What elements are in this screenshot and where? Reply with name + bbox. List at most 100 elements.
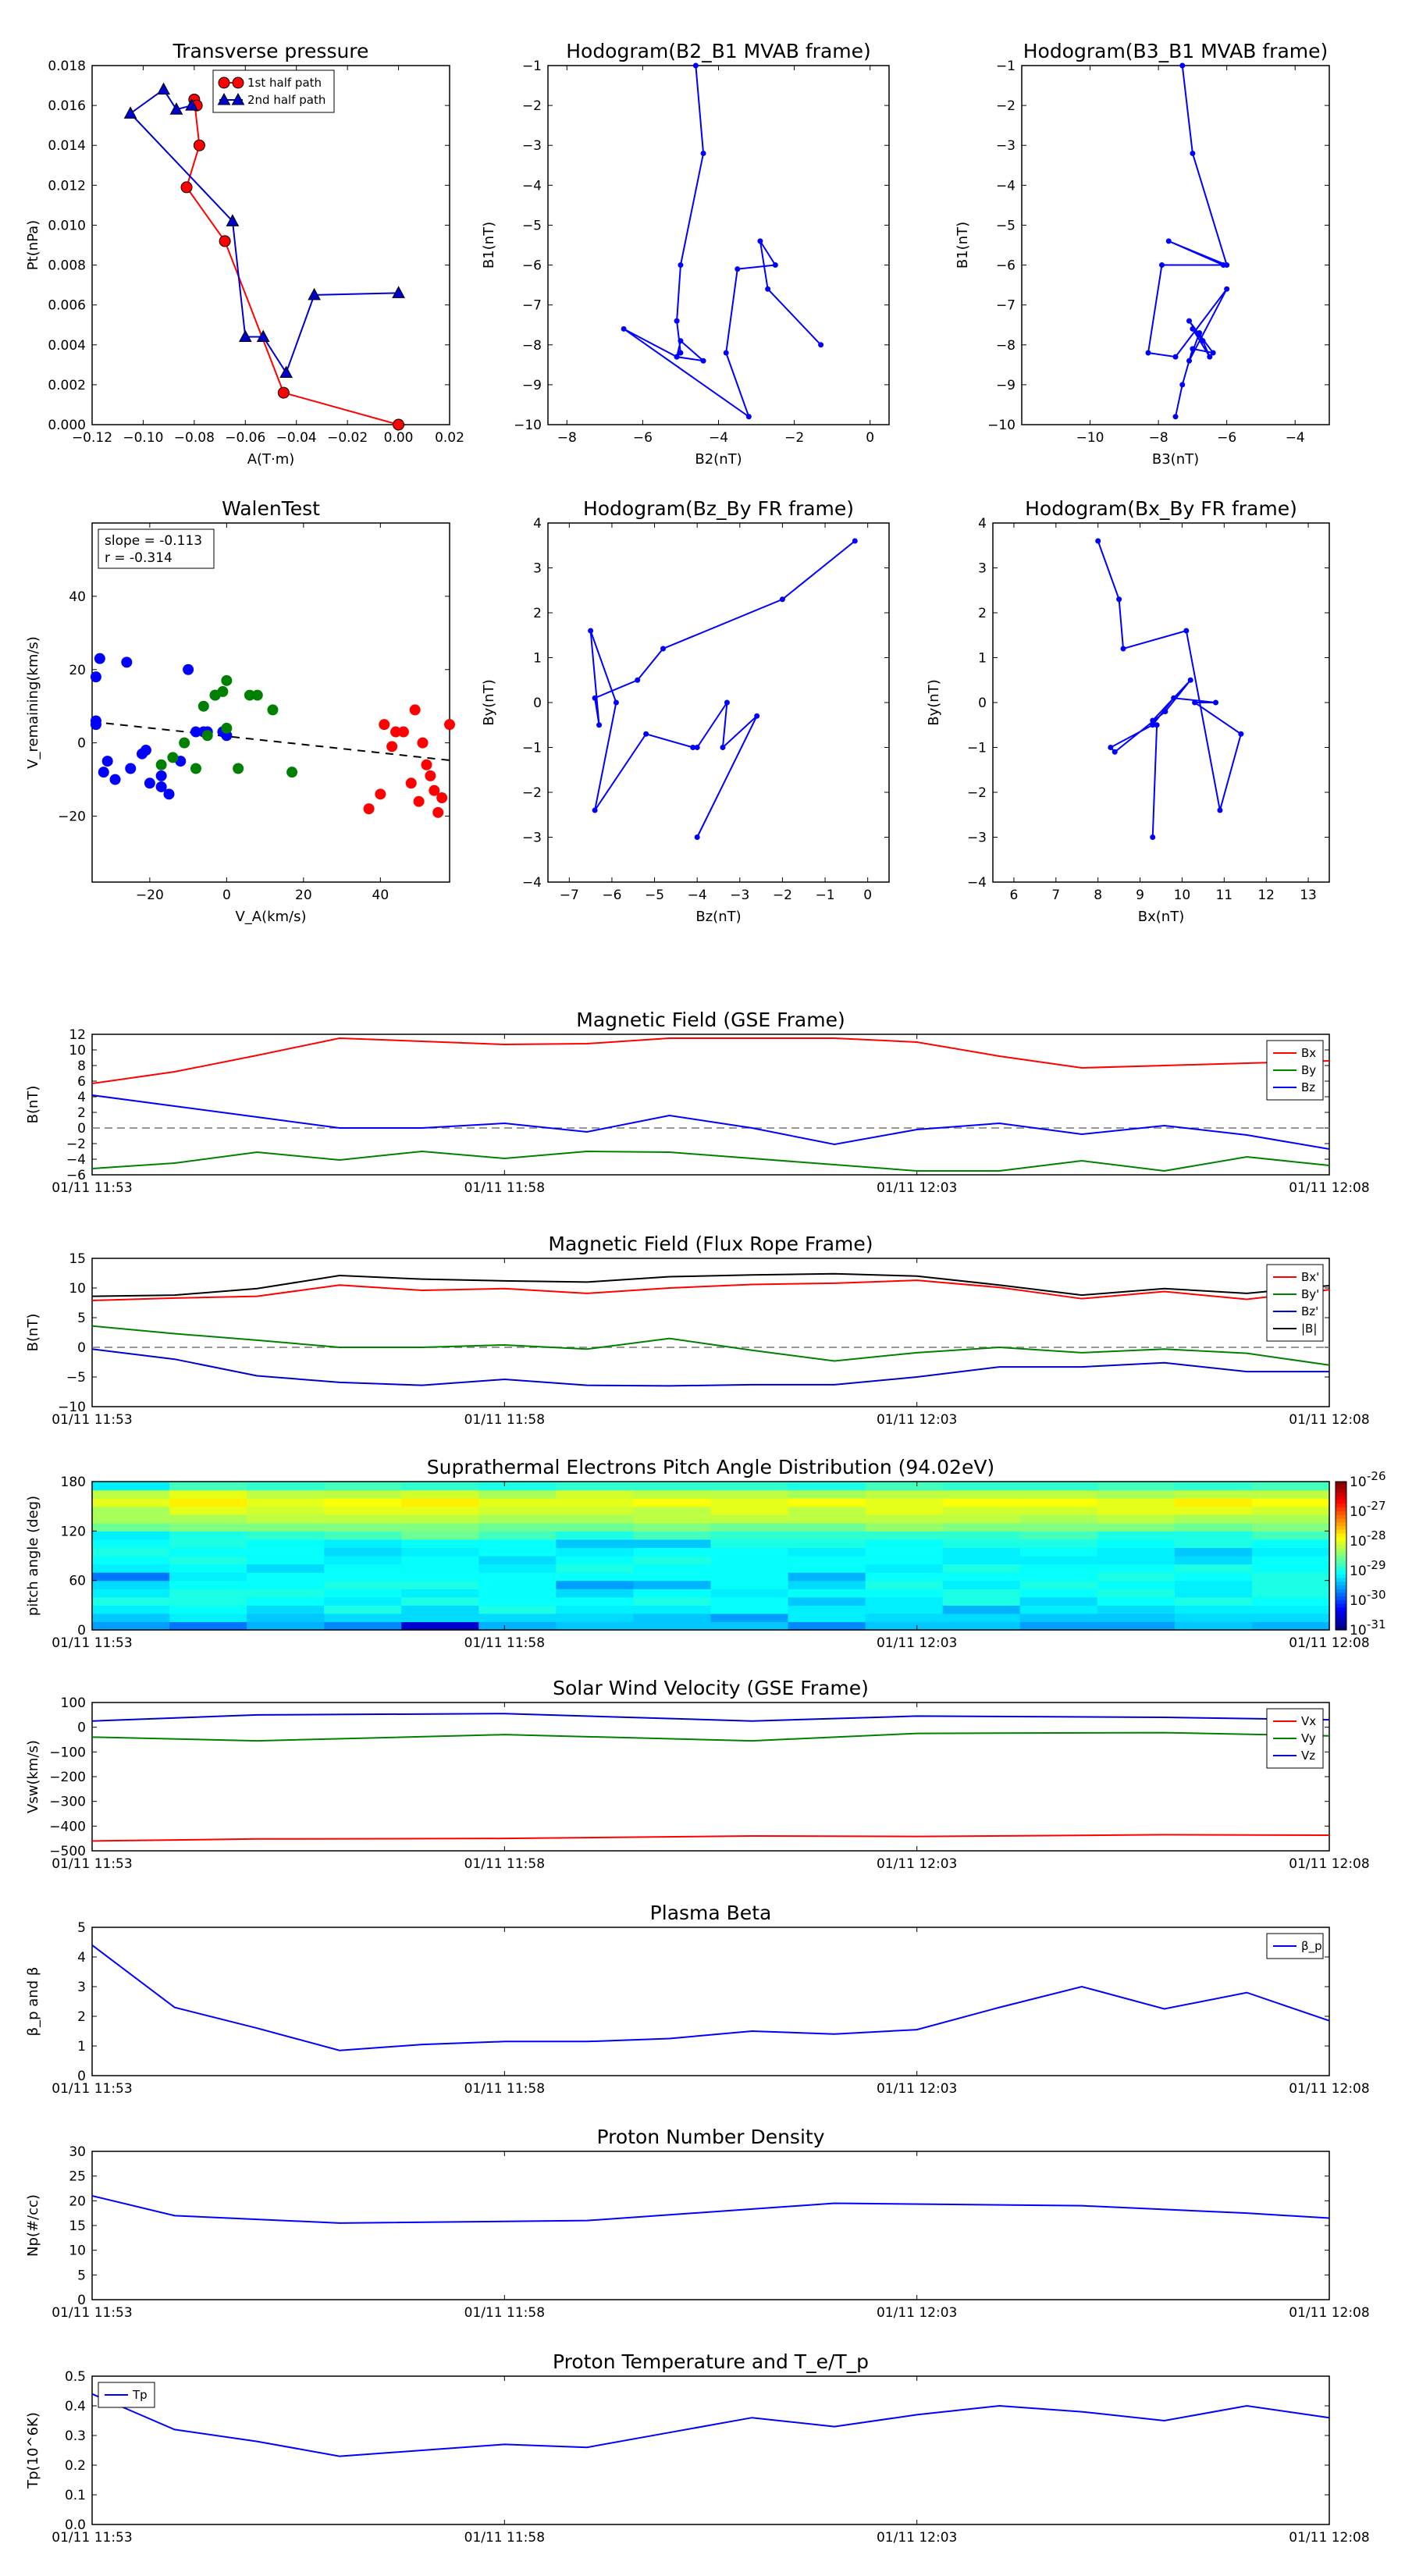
colorbar-segment [1336, 1622, 1346, 1627]
y-tick-label: 0.5 [65, 2369, 86, 2385]
chart-title: WalenTest [222, 497, 320, 520]
heatmap-cell [401, 1621, 479, 1631]
y-tick-label: −3 [522, 138, 542, 154]
heatmap-cell [556, 1522, 635, 1532]
legend-label: Tp [132, 2388, 148, 2402]
heatmap-cell [247, 1580, 325, 1589]
heatmap-cell [1097, 1514, 1176, 1524]
data-point [217, 92, 231, 105]
chart-3: WalenTest V_A(km/s) V_remaining(km/s) −20 0 2… [25, 497, 455, 925]
y-tick-label: 15 [69, 1251, 86, 1267]
chart-2: Hodogram(B3_B1 MVAB frame) B3(nT) B1(nT) −1… [955, 40, 1330, 468]
heatmap-cell [1174, 1580, 1253, 1589]
data-point [169, 102, 183, 115]
colorbar-segment [1336, 1563, 1346, 1567]
y-tick-label: 0.016 [48, 98, 86, 114]
x-tick-label: 01/11 11:53 [52, 2530, 132, 2546]
series-line [91, 2195, 1330, 2224]
x-tick-label: 11 [1215, 888, 1232, 903]
x-tick-label: 0 [863, 888, 872, 903]
heatmap-cell [247, 1482, 325, 1491]
heatmap-cell [478, 1556, 557, 1565]
x-tick-label: 01/11 12:03 [877, 2305, 957, 2321]
colorbar-segment [1336, 1500, 1346, 1505]
legend-label: Bx [1301, 1046, 1316, 1060]
y-axis-label: Vsw(km/s) [25, 1740, 41, 1813]
heatmap-cell [556, 1547, 635, 1557]
data-point [690, 745, 696, 750]
heatmap-cell [324, 1564, 402, 1573]
heatmap-cell [788, 1605, 866, 1614]
heatmap-cell [1097, 1621, 1176, 1631]
heatmap-cell [1174, 1613, 1253, 1623]
heatmap-cell [633, 1613, 712, 1623]
heatmap-cell [1174, 1514, 1253, 1524]
x-tick-label: 01/11 12:03 [877, 1635, 957, 1651]
heatmap-cell [169, 1596, 247, 1606]
scatter-point [90, 719, 101, 731]
y-tick-label: −6 [522, 258, 542, 274]
heatmap-cell [633, 1506, 712, 1515]
heatmap-cell [169, 1613, 247, 1623]
heatmap-cell [401, 1564, 479, 1573]
heatmap-cell [633, 1482, 712, 1491]
y-tick-label: −500 [49, 1844, 86, 1859]
heatmap-cell [169, 1489, 247, 1499]
y-tick-label: 0.002 [48, 378, 86, 393]
colorbar-label: 10 [1350, 1534, 1367, 1550]
heatmap-cell [1251, 1514, 1330, 1524]
legend-label: By' [1301, 1287, 1319, 1301]
heatmap-cell [401, 1506, 479, 1515]
heatmap-cell [92, 1531, 170, 1540]
data-point [735, 266, 741, 272]
scatter-point [121, 656, 133, 668]
heatmap-cell [478, 1514, 557, 1524]
heatmap-cell [1174, 1539, 1253, 1549]
heatmap-cell [865, 1589, 944, 1598]
y-tick-label: −400 [49, 1819, 86, 1834]
heatmap-cell [1251, 1489, 1330, 1499]
y-axis-label: By(nT) [481, 679, 497, 725]
colorbar-segment [1336, 1496, 1346, 1501]
heatmap-cell [324, 1596, 402, 1606]
heatmap-cell [710, 1613, 789, 1623]
heatmap-cell [169, 1580, 247, 1589]
x-tick-label: 01/11 12:03 [877, 2530, 957, 2546]
legend-label: Vz [1301, 1749, 1315, 1763]
heatmap-cell [1174, 1547, 1253, 1557]
heatmap-cell [942, 1621, 1021, 1631]
heatmap-cell [788, 1498, 866, 1507]
data-point [1213, 699, 1219, 706]
heatmap-cell [556, 1482, 635, 1491]
colorbar-frame [1335, 1481, 1347, 1631]
heatmap-cell [1097, 1580, 1176, 1589]
data-point [1190, 150, 1196, 156]
scatter-point [179, 737, 190, 749]
heatmap-cell [247, 1621, 325, 1631]
heatmap-cell [247, 1605, 325, 1614]
data-point [1200, 338, 1206, 344]
y-tick-label: 2 [978, 606, 987, 621]
heatmap-cell [169, 1498, 247, 1507]
y-tick-label: 10 [69, 1043, 86, 1059]
heatmap-cell [92, 1556, 170, 1565]
y-tick-label: 2 [77, 2009, 86, 2025]
y-tick-label: −3 [522, 831, 542, 846]
scatter-point [405, 777, 417, 789]
heatmap-cell [1097, 1564, 1176, 1573]
heatmap-cell [92, 1621, 170, 1631]
data-point [123, 106, 137, 119]
heatmap-cell [865, 1621, 944, 1631]
heatmap-cell [401, 1572, 479, 1582]
plot-frame [91, 522, 450, 883]
x-tick-label: −2 [773, 888, 792, 903]
x-tick-label: 01/11 11:58 [464, 2081, 545, 2097]
scatter-point [190, 763, 201, 774]
heatmap-cell [92, 1589, 170, 1598]
y-tick-label: 0 [533, 696, 542, 711]
heatmap-cell [865, 1580, 944, 1589]
scatter-point [417, 737, 429, 749]
scatter-point [397, 726, 409, 738]
y-tick-label: 10 [69, 2243, 86, 2259]
heatmap-cell [169, 1514, 247, 1524]
